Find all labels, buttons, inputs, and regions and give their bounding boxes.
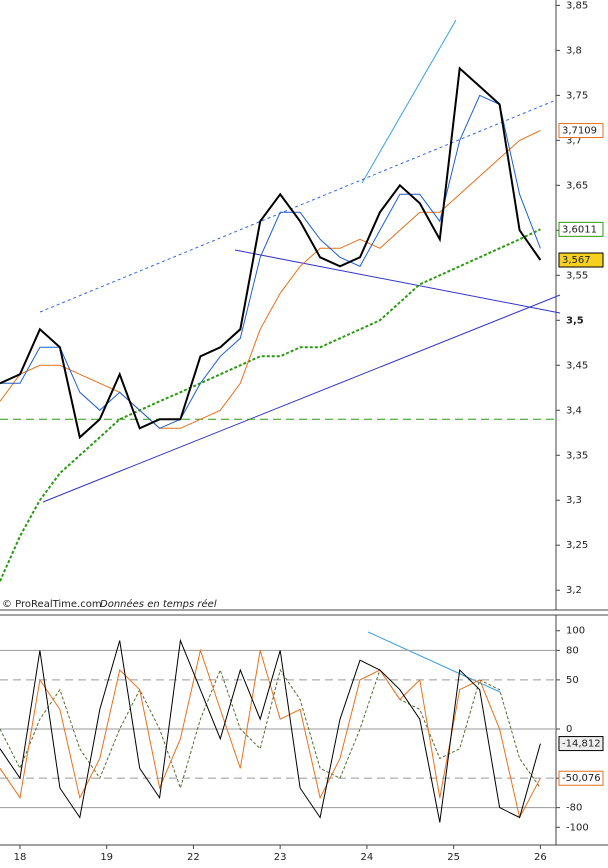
y-tick-label: 100 (566, 626, 585, 637)
y-tick-label: -100 (566, 822, 589, 833)
y-tick-label: 3,5 (566, 315, 584, 326)
series-line (0, 130, 541, 429)
y-tick-label: 0 (566, 724, 572, 735)
y-tick-label: 3,25 (566, 540, 588, 551)
y-tick-label: 3,2 (566, 585, 582, 596)
value-label-box (558, 736, 604, 752)
y-tick-label: 3,45 (566, 360, 588, 371)
x-tick-label: 26 (534, 852, 547, 863)
value-label-box (558, 770, 604, 786)
series-line (0, 638, 541, 823)
trend-line (367, 631, 501, 693)
y-tick-label: 50 (566, 675, 579, 686)
value-label: -14,812 (562, 739, 601, 750)
x-tick-label: 19 (100, 852, 113, 863)
trend-line (39, 99, 557, 313)
series-line (0, 66, 542, 440)
x-tick-label: 22 (187, 852, 200, 863)
value-label-box (558, 123, 604, 139)
trend-line (361, 19, 457, 184)
trend-line (42, 294, 561, 503)
y-tick-label: 3,35 (566, 450, 588, 461)
y-tick-label: 3,85 (566, 0, 588, 11)
y-tick-label: 3,55 (566, 270, 588, 281)
x-tick-label: 18 (14, 852, 27, 863)
trend-line (234, 249, 561, 314)
value-label: 3,567 (562, 255, 591, 266)
source-note: Données en temps réel (100, 598, 217, 610)
series-line (0, 94, 541, 429)
y-tick-label: 3,4 (566, 405, 582, 416)
value-label-box (558, 221, 604, 237)
y-tick-label: 3,65 (566, 180, 588, 191)
value-label-box (558, 252, 604, 268)
value-label: 3,7109 (562, 126, 597, 137)
value-label: -50,076 (562, 773, 601, 784)
x-tick-label: 25 (447, 852, 460, 863)
source: © ProRealTime.com (2, 599, 102, 610)
series-line (0, 228, 541, 582)
x-tick-label: 24 (361, 852, 374, 863)
y-tick-label: 3,7 (566, 135, 582, 146)
y-tick-label: 3,3 (566, 495, 582, 506)
y-tick-label: 80 (566, 645, 579, 656)
y-tick-label: -80 (566, 803, 582, 814)
x-tick-label: 23 (274, 852, 287, 863)
y-tick-label: 3,8 (566, 45, 582, 56)
value-label: 3,6011 (562, 224, 597, 235)
y-tick-label: 3,75 (566, 90, 588, 101)
